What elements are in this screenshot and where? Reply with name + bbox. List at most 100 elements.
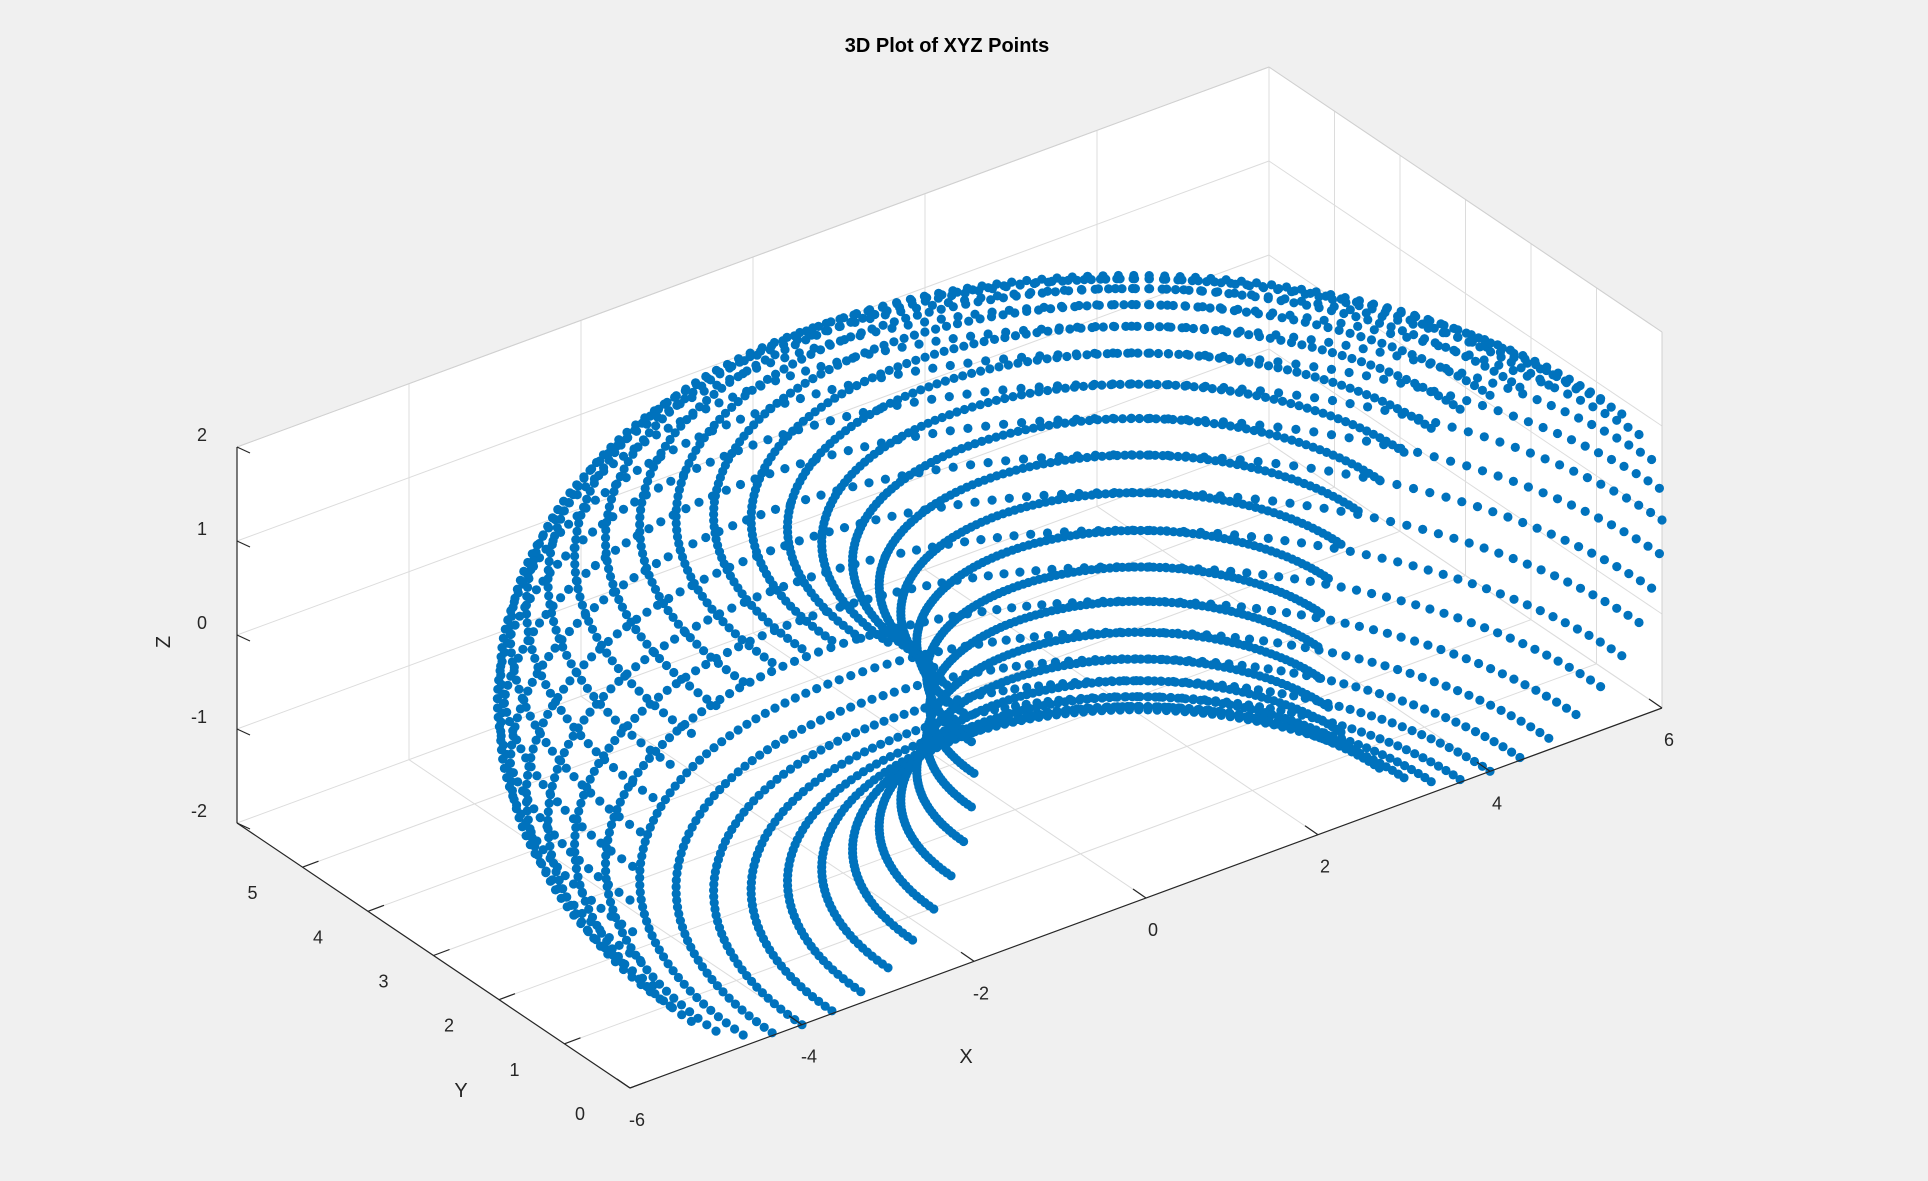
scatter-point [1619, 461, 1629, 471]
scatter-point [617, 602, 628, 612]
scatter-point [692, 639, 702, 649]
scatter-point [852, 381, 862, 391]
scatter-point [697, 591, 708, 602]
scatter-point [653, 483, 664, 493]
scatter-point [1116, 654, 1126, 665]
scatter-point [893, 369, 903, 379]
scatter-point [599, 595, 609, 605]
scatter-point [1001, 282, 1011, 292]
scatter-point [797, 354, 807, 364]
scatter-point [1329, 543, 1339, 553]
scatter-point [660, 795, 671, 805]
scatter-point [1368, 625, 1379, 635]
scatter-point [779, 364, 789, 374]
scatter-point [1374, 318, 1385, 328]
scatter-point [833, 736, 843, 746]
scatter-point [543, 574, 553, 584]
scatter-point [1021, 713, 1031, 723]
scatter-point [1214, 353, 1224, 363]
scatter-point [867, 694, 877, 704]
scatter-point [856, 633, 866, 643]
scatter-point [1128, 488, 1139, 498]
scatter-point [556, 593, 566, 603]
scatter-point [1164, 349, 1174, 359]
scatter-point [967, 402, 977, 412]
scatter-point [1143, 450, 1153, 460]
scatter-point [1072, 351, 1082, 361]
x-tick-mark [1476, 761, 1491, 772]
scatter-point [570, 567, 581, 578]
scatter-point [742, 719, 752, 729]
scatter-point [846, 317, 856, 327]
scatter-point [1426, 757, 1436, 767]
scatter-point [627, 679, 637, 689]
scatter-point [1082, 301, 1092, 311]
scatter-point [1289, 298, 1299, 308]
scatter-point [1274, 388, 1284, 398]
scatter-point [1546, 529, 1556, 539]
scatter-point [1441, 765, 1451, 776]
scatter-point [1184, 704, 1195, 714]
scatter-point [1198, 383, 1208, 393]
scatter-point [1090, 452, 1100, 462]
scatter-point [1351, 585, 1362, 595]
scatter-point [626, 617, 636, 627]
scatter-point [1531, 360, 1541, 370]
scatter-point [1279, 721, 1290, 731]
scatter-point [686, 728, 697, 739]
scatter-point [1595, 637, 1605, 647]
scatter-point [751, 360, 761, 370]
scatter-point [1410, 378, 1420, 388]
scatter-point [1251, 278, 1262, 288]
scatter-point [651, 430, 662, 440]
scatter-point [1069, 382, 1079, 392]
scatter-point [677, 722, 687, 732]
y-tick-label: 1 [509, 1060, 519, 1080]
scatter-point [1384, 367, 1394, 377]
scatter-point [724, 623, 734, 633]
scatter-point [718, 617, 728, 627]
scatter-point [905, 620, 916, 630]
scatter-point [1336, 539, 1346, 549]
scatter-point [856, 987, 866, 997]
scatter-point [598, 691, 609, 702]
scatter-point [1101, 677, 1111, 687]
scatter-point [1176, 703, 1186, 713]
x-tick-label: -6 [629, 1110, 645, 1130]
scatter-point [523, 627, 533, 637]
scatter-point [1087, 678, 1097, 688]
scatter-point [1314, 303, 1324, 313]
scatter-point [1241, 712, 1251, 722]
scatter-point [860, 724, 870, 734]
scatter-point [737, 1005, 747, 1015]
scatter-point [793, 759, 803, 769]
scatter-point [1326, 306, 1337, 316]
scatter-point [1508, 411, 1518, 421]
scatter-point [1336, 727, 1346, 737]
scatter-point [1053, 698, 1063, 708]
scatter-point [1646, 507, 1656, 518]
scatter-point [1397, 346, 1407, 356]
scatter-point [958, 371, 968, 381]
scatter-point [1024, 289, 1034, 299]
scatter-point [627, 778, 638, 788]
scatter-point [772, 398, 782, 408]
scatter-point [1272, 431, 1282, 441]
scatter-point [884, 365, 894, 375]
scatter-point [1417, 354, 1427, 364]
scatter-point [661, 660, 672, 671]
scatter-point [604, 564, 614, 574]
scatter-point [618, 958, 628, 968]
scatter-point [722, 647, 733, 658]
scatter-point [1393, 741, 1403, 751]
scatter-point [1564, 662, 1574, 672]
scatter-point [516, 809, 526, 819]
scatter-point [572, 526, 582, 537]
scatter-point [1239, 703, 1249, 713]
scatter-point [1253, 309, 1263, 319]
scatter-point [1555, 460, 1565, 470]
scatter-point [1252, 391, 1262, 401]
scatter-point [932, 379, 942, 389]
scatter-point [1635, 447, 1645, 457]
